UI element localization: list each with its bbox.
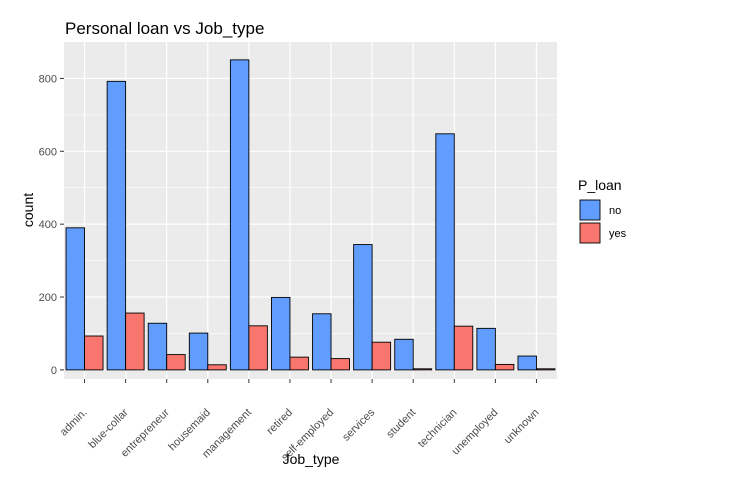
y-tick-label: 0 xyxy=(51,365,57,377)
bar-no xyxy=(65,227,85,371)
bar-yes xyxy=(125,312,145,371)
bar-no xyxy=(394,338,414,371)
bar-yes xyxy=(412,368,433,371)
plot-panel xyxy=(64,42,557,379)
legend: P_loan no yes xyxy=(578,177,627,244)
legend-label-yes: yes xyxy=(609,228,627,240)
bar-yes xyxy=(289,356,309,371)
y-axis-title: count xyxy=(20,193,36,227)
bars xyxy=(65,59,556,371)
bar-no xyxy=(312,313,332,371)
x-tick-label: admin. xyxy=(58,407,90,439)
bar-yes xyxy=(248,325,268,371)
bar-yes xyxy=(330,358,350,371)
legend-label-no: no xyxy=(609,205,621,217)
legend-key-no xyxy=(579,199,601,221)
bar-no xyxy=(353,244,373,371)
y-tick-label: 400 xyxy=(39,219,57,231)
x-tick-label: retired xyxy=(265,407,296,438)
x-tick-label: student xyxy=(384,407,418,441)
y-tick-label: 200 xyxy=(39,292,57,304)
bar-no xyxy=(147,322,168,371)
bar-no xyxy=(476,327,496,371)
bar-yes xyxy=(207,364,227,371)
bar-no xyxy=(188,332,209,371)
x-tick-label: services xyxy=(340,406,377,443)
bar-yes xyxy=(371,341,392,371)
legend-key-yes xyxy=(579,222,601,244)
bar-yes xyxy=(536,368,556,371)
bar-yes xyxy=(84,335,104,371)
x-tick-label: unknown xyxy=(502,407,542,447)
minor-gridlines xyxy=(64,114,557,334)
bar-no xyxy=(435,133,455,371)
legend-title: P_loan xyxy=(578,177,622,193)
bar-no xyxy=(271,296,291,371)
bar-yes xyxy=(166,354,186,371)
y-tick-label: 800 xyxy=(39,73,57,85)
x-axis-title: Job_type xyxy=(283,451,340,467)
x-tick-label: technician xyxy=(416,407,460,451)
chart-title: Personal loan vs Job_type xyxy=(65,19,264,38)
y-axis: 0 200 400 600 800 xyxy=(39,73,64,377)
bar-no xyxy=(106,80,127,371)
bar-no xyxy=(229,59,250,371)
bar-no xyxy=(517,355,537,371)
y-tick-label: 600 xyxy=(39,146,57,158)
bar-yes xyxy=(453,325,474,371)
bar-yes xyxy=(494,363,515,371)
